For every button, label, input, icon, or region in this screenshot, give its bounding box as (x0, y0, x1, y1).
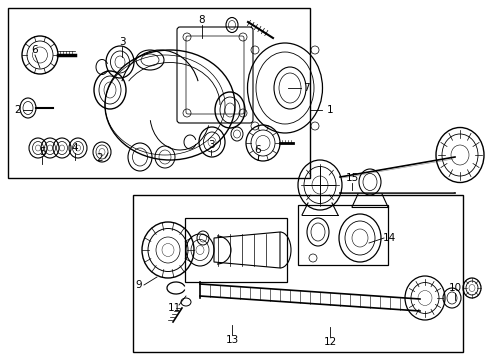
Bar (184, 218, 286, 282)
Text: 14: 14 (382, 233, 395, 243)
Text: 8: 8 (198, 15, 205, 25)
Bar (133, 195, 462, 352)
Text: 7: 7 (302, 83, 309, 93)
Text: 5: 5 (39, 147, 45, 157)
Text: 1: 1 (326, 105, 333, 115)
Text: 4: 4 (72, 143, 78, 153)
Text: 3: 3 (207, 140, 214, 150)
Text: 13: 13 (225, 335, 238, 345)
Text: 12: 12 (323, 337, 336, 347)
Text: 2: 2 (97, 153, 103, 163)
Bar (8, 8, 309, 178)
Bar (297, 205, 387, 265)
Text: 10: 10 (447, 283, 461, 293)
Text: 3: 3 (119, 37, 125, 47)
Text: 6: 6 (32, 45, 38, 55)
Text: 11: 11 (167, 303, 180, 313)
Text: 6: 6 (254, 145, 261, 155)
Text: 9: 9 (135, 280, 142, 290)
Text: 2: 2 (15, 105, 21, 115)
Text: 15: 15 (345, 173, 358, 183)
